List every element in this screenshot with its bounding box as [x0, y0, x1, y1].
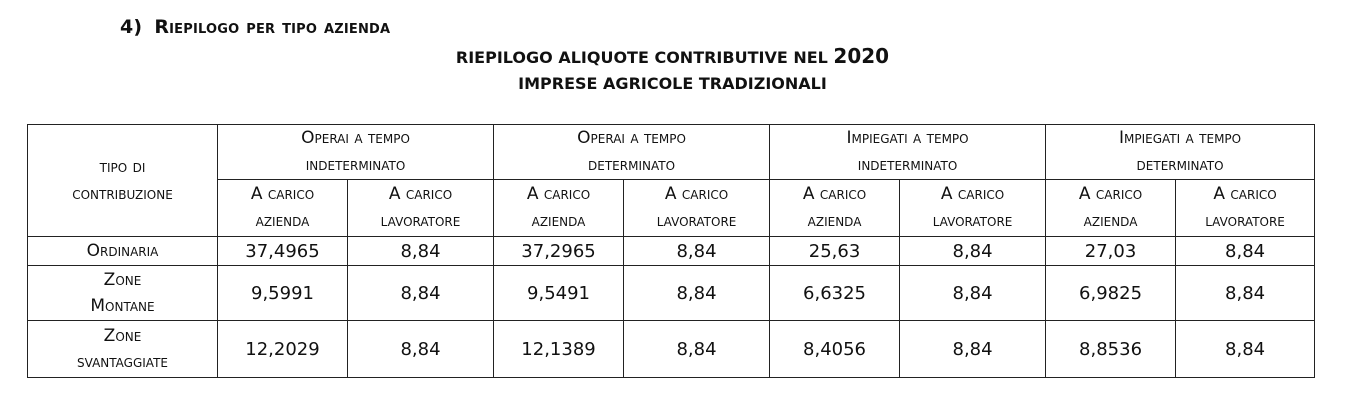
sub-header-line2: azienda — [531, 211, 586, 231]
table-cell: 8,84 — [899, 320, 1047, 378]
sub-header-line1: A carico — [250, 184, 315, 204]
sub-header-line2: azienda — [1083, 211, 1138, 231]
sub-header-line1: A carico — [802, 184, 867, 204]
group-header-line2: determinato — [1136, 155, 1224, 175]
document-title-text: RIEPILOGO ALIQUOTE CONTRIBUTIVE NEL — [455, 48, 828, 67]
sub-header-azienda: A carico azienda — [217, 179, 348, 237]
table-cell: 8,84 — [1175, 320, 1316, 378]
group-header-line1: Impiegati a tempo — [846, 128, 969, 148]
table-cell: 12,2029 — [217, 320, 348, 378]
table-row: Ordinaria 37,4965 8,84 37,2965 8,84 25,6… — [27, 236, 1316, 266]
table-cell: 6,6325 — [769, 265, 901, 321]
sub-header-lavoratore: A carico lavoratore — [899, 179, 1047, 237]
contribution-type-header-line1: tipo di — [99, 156, 146, 177]
sub-header-line1: A carico — [664, 184, 729, 204]
group-header-operai-indeterminato: Operai a tempo indeterminato — [216, 124, 495, 180]
sub-header-lavoratore: A carico lavoratore — [346, 179, 495, 237]
table-cell: 37,2965 — [493, 236, 625, 266]
row-label: Ordinaria — [27, 236, 218, 266]
group-header-line2: determinato — [588, 155, 676, 175]
table-cell: 8,84 — [899, 236, 1047, 266]
table-cell: 8,84 — [346, 236, 495, 266]
row-label-line1: Zone — [103, 270, 142, 290]
group-header-line1: Operai a tempo — [301, 128, 410, 148]
table-cell: 25,63 — [769, 236, 901, 266]
table-cell: 8,84 — [346, 265, 495, 321]
table-cell: 37,4965 — [217, 236, 348, 266]
table-cell: 8,8536 — [1045, 320, 1177, 378]
group-header-line2: indeterminato — [857, 155, 958, 175]
table-cell: 8,84 — [623, 320, 771, 378]
section-title: Riepilogo per tipo azienda — [154, 16, 391, 38]
group-header-row: tipo di contribuzione Operai a tempo ind… — [27, 124, 1316, 237]
document-title: RIEPILOGO ALIQUOTE CONTRIBUTIVE NEL 2020 — [0, 44, 1345, 68]
table-cell: 8,84 — [1175, 265, 1316, 321]
table-cell: 8,4056 — [769, 320, 901, 378]
sub-header-azienda: A carico azienda — [493, 179, 625, 237]
table-cell: 8,84 — [346, 320, 495, 378]
section-heading: 4) Riepilogo per tipo azienda — [120, 16, 390, 38]
table-cell: 9,5991 — [217, 265, 348, 321]
group-header-impiegati-indeterminato: Impiegati a tempo indeterminato — [769, 124, 1047, 180]
sub-header-line2: lavoratore — [380, 211, 461, 231]
sub-header-line2: lavoratore — [1205, 211, 1285, 231]
group-header-impiegati-determinato: Impiegati a tempo determinato — [1045, 124, 1316, 180]
sub-header-lavoratore: A carico lavoratore — [1175, 179, 1316, 237]
sub-header-line1: A carico — [1213, 184, 1277, 204]
sub-header-line1: A carico — [1078, 184, 1143, 204]
table-cell: 12,1389 — [493, 320, 625, 378]
sub-header-line1: A carico — [940, 184, 1005, 204]
table-cell: 8,84 — [1175, 236, 1316, 266]
contribution-type-header-line2: contribuzione — [72, 183, 173, 204]
table-row: Zone svantaggiate 12,2029 8,84 12,1389 8… — [27, 320, 1316, 378]
sub-header-line2: lavoratore — [932, 211, 1013, 231]
group-header-line1: Operai a tempo — [577, 128, 686, 148]
group-header-line1: Impiegati a tempo — [1118, 128, 1242, 148]
sub-header-line1: A carico — [526, 184, 591, 204]
sub-header-line2: azienda — [255, 211, 310, 231]
row-label-line2: Montane — [90, 296, 155, 316]
sub-header-line2: lavoratore — [656, 211, 737, 231]
section-number: 4) — [120, 16, 143, 38]
row-label: Zone svantaggiate — [27, 320, 218, 378]
table-cell: 8,84 — [899, 265, 1047, 321]
table-cell: 27,03 — [1045, 236, 1177, 266]
table-cell: 9,5491 — [493, 265, 625, 321]
table-cell: 6,9825 — [1045, 265, 1177, 321]
table-cell: 8,84 — [623, 236, 771, 266]
sub-header-azienda: A carico azienda — [769, 179, 901, 237]
contribution-rates-table: tipo di contribuzione Operai a tempo ind… — [27, 124, 1316, 378]
document-title-year: 2020 — [833, 44, 890, 68]
sub-header-line2: azienda — [807, 211, 862, 231]
group-header-line2: indeterminato — [305, 155, 406, 175]
document-subtitle: IMPRESE AGRICOLE TRADIZIONALI — [518, 74, 827, 93]
table-row: Zone Montane 9,5991 8,84 9,5491 8,84 6,6… — [27, 265, 1316, 321]
row-label: Zone Montane — [27, 265, 218, 321]
sub-header-azienda: A carico azienda — [1045, 179, 1177, 237]
row-label-line1: Zone — [103, 326, 142, 346]
row-label-line2: svantaggiate — [77, 352, 168, 372]
table-cell: 8,84 — [623, 265, 771, 321]
sub-header-row: A carico azienda A carico lavoratore A c… — [28, 179, 1316, 237]
row-label-line1: Ordinaria — [86, 241, 159, 261]
sub-header-lavoratore: A carico lavoratore — [623, 179, 771, 237]
contribution-type-header: tipo di contribuzione — [27, 124, 218, 237]
sub-header-line1: A carico — [388, 184, 453, 204]
group-header-operai-determinato: Operai a tempo determinato — [493, 124, 771, 180]
